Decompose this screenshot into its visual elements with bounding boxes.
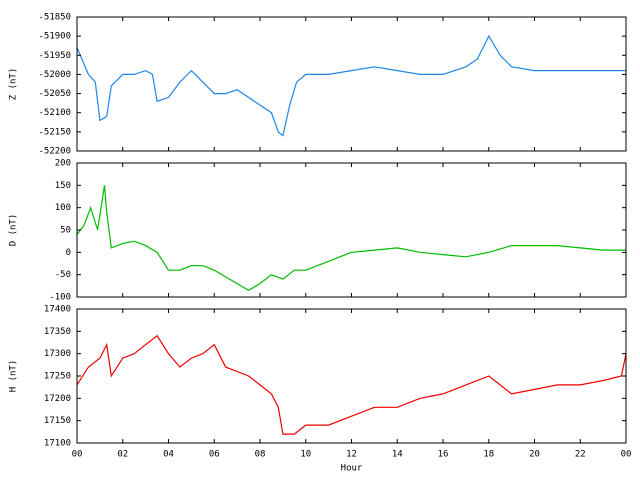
y-tick-label: 17250 (44, 372, 71, 382)
data-line (76, 185, 626, 291)
x-tick-label: 22 (575, 450, 586, 460)
x-tick-label: 00 (72, 450, 83, 460)
data-line (76, 334, 627, 435)
x-axis-label: Hour (341, 464, 363, 474)
y-tick-label: 17400 (44, 305, 71, 315)
y-tick-label: 17350 (44, 327, 71, 337)
x-tick-label: 14 (392, 450, 403, 460)
y-tick-label: -50 (55, 270, 71, 280)
y-tick-label: -52150 (38, 127, 71, 137)
plot-frame (76, 162, 627, 298)
y-tick-label: -51950 (38, 51, 71, 61)
plot-frame (76, 308, 627, 444)
x-tick-label: 12 (346, 450, 357, 460)
x-tick-label: 18 (483, 450, 494, 460)
y-tick-label: 17300 (44, 349, 71, 359)
y-axis-label: D (nT) (9, 214, 19, 247)
x-tick-label: 08 (255, 450, 266, 460)
y-tick-label: 17100 (44, 439, 71, 449)
y-tick-label: -52100 (38, 108, 71, 118)
x-tick-label: 04 (163, 450, 174, 460)
y-tick-label: -100 (49, 293, 71, 303)
x-tick-label: 16 (438, 450, 449, 460)
x-tick-label: 10 (300, 450, 311, 460)
y-axis-label: H (nT) (9, 360, 19, 393)
y-tick-label: -52050 (38, 89, 71, 99)
y-tick-label: -52000 (38, 70, 71, 80)
x-tick-label: 02 (117, 450, 128, 460)
y-tick-label: 50 (60, 226, 71, 236)
x-tick-label: 20 (529, 450, 540, 460)
y-axis-label: Z (nT) (9, 68, 19, 101)
y-tick-label: 200 (55, 159, 71, 169)
y-tick-label: 0 (66, 248, 71, 258)
x-tick-label: 06 (209, 450, 220, 460)
y-tick-label: -51850 (38, 13, 71, 23)
y-tick-label: 17200 (44, 394, 71, 404)
data-line (76, 34, 626, 137)
y-tick-label: 100 (55, 203, 71, 213)
y-tick-label: 17150 (44, 416, 71, 426)
y-tick-label: 150 (55, 181, 71, 191)
plot-frame (76, 16, 627, 152)
y-tick-label: -51900 (38, 32, 71, 42)
x-tick-label: 00 (621, 450, 632, 460)
y-tick-label: -52200 (38, 147, 71, 157)
